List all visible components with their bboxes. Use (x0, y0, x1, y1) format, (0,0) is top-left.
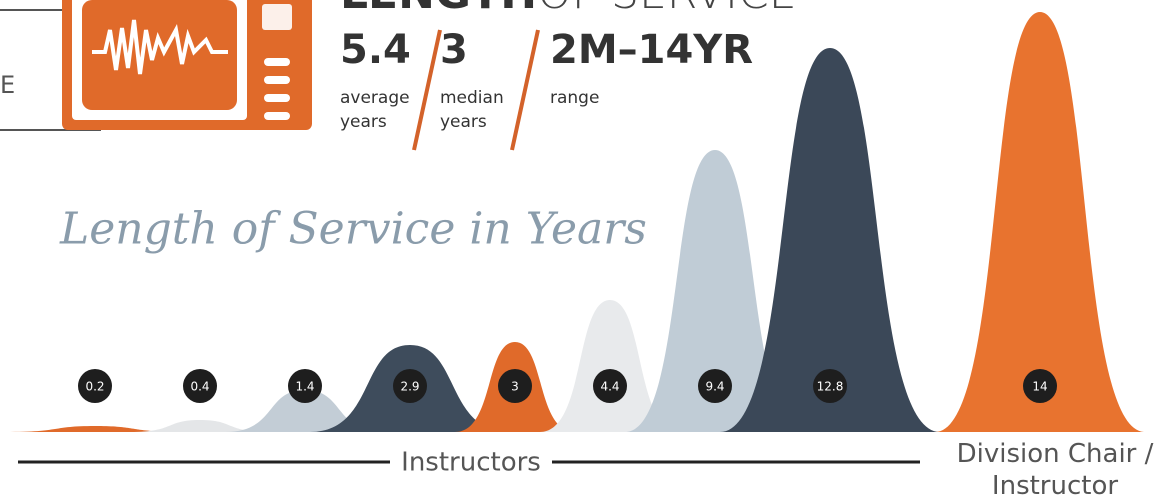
icon-slot (264, 58, 290, 66)
group-label: Instructors (401, 448, 541, 478)
value-badge (393, 369, 427, 403)
stat-value: 2M–14YR (550, 27, 753, 73)
value-label: 3 (511, 380, 519, 394)
peak (720, 48, 940, 432)
stat-divider (510, 29, 540, 151)
peak (625, 150, 805, 432)
value-badge (813, 369, 847, 403)
stat-value: 3 (440, 27, 468, 73)
icon-knob (262, 4, 292, 30)
icon-wave (92, 19, 228, 75)
value-label: 12.8 (817, 380, 844, 394)
icon-slot (264, 112, 290, 120)
value-label: 2.9 (400, 380, 419, 394)
stat-label-line: years (440, 112, 487, 132)
peak (130, 420, 270, 432)
stat-label-line: average (340, 88, 410, 108)
group-label: Division Chair / Instructor (956, 439, 1154, 501)
value-label: 1.4 (295, 380, 314, 394)
value-badge (498, 369, 532, 403)
header-title: LENGTHOF SERVICE (340, 0, 797, 19)
stat-value: 5.4 (340, 27, 411, 73)
title-bold: LENGTH (340, 0, 537, 19)
icon-slot (264, 76, 290, 84)
value-label: 0.4 (190, 380, 209, 394)
value-badge (288, 369, 322, 403)
icon-slot (264, 94, 290, 102)
value-label: 14 (1032, 380, 1047, 394)
peak (935, 12, 1145, 432)
peak (5, 426, 185, 432)
value-badge (78, 369, 112, 403)
stat-divider (412, 29, 442, 151)
value-label: 9.4 (705, 380, 724, 394)
stat-label: average years (340, 88, 410, 132)
stat-label-line: years (340, 112, 387, 132)
side-text: E (0, 71, 15, 99)
peak (540, 300, 680, 432)
stat-label-line: median (440, 88, 504, 108)
icon-inner (82, 0, 237, 110)
value-label: 0.2 (85, 380, 104, 394)
title-light: OF SERVICE (537, 0, 796, 19)
value-label: 4.4 (600, 380, 619, 394)
chart-title: Length of Service in Years (59, 204, 647, 255)
stat-label: median years (440, 88, 504, 132)
value-badge (183, 369, 217, 403)
value-badge (1023, 369, 1057, 403)
value-badge (698, 369, 732, 403)
stat-label: range (550, 88, 599, 108)
value-badge (593, 369, 627, 403)
